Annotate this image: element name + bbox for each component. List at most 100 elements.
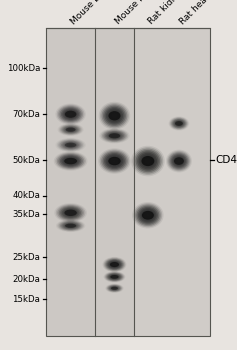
Ellipse shape xyxy=(99,102,130,130)
Ellipse shape xyxy=(69,212,72,214)
Ellipse shape xyxy=(108,273,121,280)
Ellipse shape xyxy=(62,141,79,149)
Ellipse shape xyxy=(66,127,75,132)
Ellipse shape xyxy=(68,225,73,227)
Ellipse shape xyxy=(103,257,126,272)
Ellipse shape xyxy=(64,223,77,229)
Ellipse shape xyxy=(69,225,72,226)
Ellipse shape xyxy=(114,276,115,277)
Text: 50kDa: 50kDa xyxy=(12,156,40,165)
Ellipse shape xyxy=(113,264,116,265)
Ellipse shape xyxy=(69,160,72,162)
Ellipse shape xyxy=(110,262,119,267)
Ellipse shape xyxy=(138,207,158,224)
Ellipse shape xyxy=(57,139,84,152)
Ellipse shape xyxy=(61,222,80,230)
Ellipse shape xyxy=(169,116,189,131)
Ellipse shape xyxy=(132,202,164,229)
Ellipse shape xyxy=(173,120,185,127)
Ellipse shape xyxy=(111,275,117,278)
Ellipse shape xyxy=(105,131,124,141)
Ellipse shape xyxy=(65,127,77,133)
Ellipse shape xyxy=(103,106,126,126)
Text: Rat kidney: Rat kidney xyxy=(147,0,187,26)
Ellipse shape xyxy=(64,158,77,164)
Text: Rat heart: Rat heart xyxy=(178,0,214,26)
Ellipse shape xyxy=(171,154,187,168)
Bar xyxy=(46,28,95,336)
Ellipse shape xyxy=(68,128,73,131)
Ellipse shape xyxy=(54,152,87,171)
Ellipse shape xyxy=(66,159,75,164)
Ellipse shape xyxy=(146,160,149,162)
Ellipse shape xyxy=(62,126,79,134)
Ellipse shape xyxy=(105,272,123,281)
Ellipse shape xyxy=(109,133,120,138)
Ellipse shape xyxy=(169,153,188,169)
Ellipse shape xyxy=(137,151,159,171)
Ellipse shape xyxy=(61,125,80,134)
Ellipse shape xyxy=(65,223,76,228)
Text: 20kDa: 20kDa xyxy=(12,274,40,284)
Ellipse shape xyxy=(110,275,118,279)
Ellipse shape xyxy=(170,118,187,129)
Ellipse shape xyxy=(103,130,126,141)
Ellipse shape xyxy=(110,158,119,164)
Ellipse shape xyxy=(59,106,82,122)
Ellipse shape xyxy=(65,110,76,118)
Ellipse shape xyxy=(59,140,82,150)
Ellipse shape xyxy=(102,130,127,142)
Ellipse shape xyxy=(146,214,149,216)
Ellipse shape xyxy=(105,258,124,271)
Ellipse shape xyxy=(172,119,186,128)
Ellipse shape xyxy=(61,156,80,166)
Ellipse shape xyxy=(60,206,81,219)
Ellipse shape xyxy=(141,209,155,221)
Ellipse shape xyxy=(61,140,80,149)
Ellipse shape xyxy=(69,145,72,146)
Ellipse shape xyxy=(107,285,122,292)
Ellipse shape xyxy=(176,121,182,125)
Ellipse shape xyxy=(59,206,82,220)
Ellipse shape xyxy=(112,263,117,266)
Ellipse shape xyxy=(174,120,184,127)
Text: 40kDa: 40kDa xyxy=(12,191,40,200)
Ellipse shape xyxy=(64,142,77,148)
Ellipse shape xyxy=(103,152,126,170)
Ellipse shape xyxy=(109,111,120,120)
Ellipse shape xyxy=(106,284,123,292)
Ellipse shape xyxy=(108,132,121,139)
Ellipse shape xyxy=(145,213,151,218)
Ellipse shape xyxy=(111,262,118,267)
Ellipse shape xyxy=(54,203,87,223)
Bar xyxy=(46,28,210,336)
Ellipse shape xyxy=(175,121,183,126)
Ellipse shape xyxy=(65,142,76,148)
Ellipse shape xyxy=(100,103,129,128)
Ellipse shape xyxy=(171,118,187,129)
Ellipse shape xyxy=(113,160,116,162)
Ellipse shape xyxy=(57,220,84,231)
Ellipse shape xyxy=(113,135,116,136)
Ellipse shape xyxy=(66,143,75,147)
Ellipse shape xyxy=(174,157,184,165)
Ellipse shape xyxy=(106,132,123,140)
Ellipse shape xyxy=(142,155,154,167)
Ellipse shape xyxy=(105,154,123,168)
Ellipse shape xyxy=(60,155,81,167)
Text: Mouse kidney: Mouse kidney xyxy=(113,0,164,26)
Ellipse shape xyxy=(68,112,73,116)
Ellipse shape xyxy=(110,112,119,120)
Ellipse shape xyxy=(173,156,185,166)
Ellipse shape xyxy=(114,288,115,289)
Ellipse shape xyxy=(107,273,122,281)
Ellipse shape xyxy=(104,271,125,282)
Ellipse shape xyxy=(102,104,127,127)
Ellipse shape xyxy=(110,262,119,267)
Ellipse shape xyxy=(101,150,128,172)
Ellipse shape xyxy=(107,155,122,167)
Text: 15kDa: 15kDa xyxy=(12,295,40,303)
Ellipse shape xyxy=(111,287,118,290)
Ellipse shape xyxy=(62,108,79,120)
Ellipse shape xyxy=(64,210,77,216)
